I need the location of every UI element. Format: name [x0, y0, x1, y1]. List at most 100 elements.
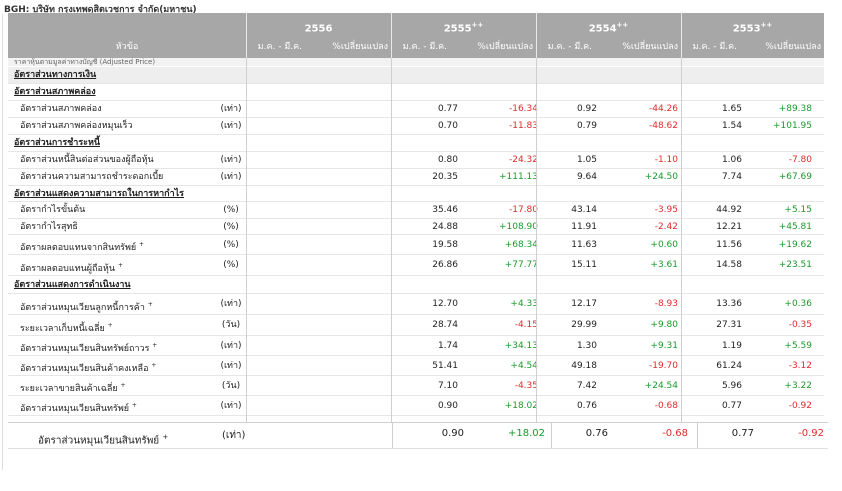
table-row: อัตราผลตอบแทนผู้ถือหุ้น + (%) 26.86 +77.77 1… [8, 255, 824, 276]
column-divider [697, 423, 698, 449]
change-cell: +18.02 [504, 401, 538, 411]
table-row: อัตราผลตอบแทนจากสินทรัพย์ + (%) 19.58 +68.3… [8, 235, 824, 255]
column-divider [392, 423, 393, 449]
change-cell: -2.42 [654, 222, 678, 232]
zoomed-row: อัตราส่วนหมุนเวียนสินทรัพย์ + (เท่า) 0.9… [8, 422, 828, 449]
zoomed-row-label: อัตราส่วนหมุนเวียนสินทรัพย์ + [38, 433, 169, 447]
table-row: อัตราส่วนหมุนเวียนสินทรัพย์ถาวร + (เท่า) 1… [8, 336, 824, 356]
value-cell: 12.21 [716, 222, 742, 232]
value-cell: 13.36 [716, 299, 742, 309]
value-cell: 7.42 [576, 381, 597, 391]
change-cell: +45.81 [778, 222, 812, 232]
value-cell: 7.74 [721, 172, 742, 182]
table-row: อัตราส่วนสภาพคล่องหมุนเร็ว (เท่า) 0.70 -11.… [8, 118, 824, 135]
zoomed-value-2554: 0.76 [585, 428, 608, 439]
zoomed-change-2555: +18.02 [507, 428, 545, 439]
table-header: หัวข้อ 2556 2555++ 2554++ 2553++ ม.ค. - … [8, 13, 824, 58]
row-label: อัตราส่วนความสามารถชำระดอกเบี้ย [20, 172, 164, 182]
table-row: อัตราส่วนหมุนเวียนลูกหนี้การค้า + (เท่า) 1… [8, 294, 824, 315]
row-label: อัตรากำไรสุทธิ [20, 222, 78, 232]
value-cell: 1.19 [721, 341, 742, 351]
change-cell: +19.62 [778, 240, 812, 250]
row-label: ระยะเวลาเก็บหนี้เฉลี่ย + [20, 322, 113, 334]
row-unit: (เท่า) [220, 104, 242, 114]
change-cell: +77.77 [504, 260, 538, 270]
row-label: อัตราส่วนสภาพคล่อง [20, 104, 102, 114]
value-cell: 7.10 [437, 381, 458, 391]
table-row: อัตรากำไรขั้นต้น (%) 35.46 -17.80 43.14 -3.95… [8, 202, 824, 219]
value-cell: 0.90 [437, 401, 458, 411]
value-cell: 1.30 [576, 341, 597, 351]
change-cell: +5.15 [784, 205, 812, 215]
value-cell: 19.58 [432, 240, 458, 250]
row-label: อัตราส่วนหมุนเวียนลูกหนี้การค้า + [20, 301, 153, 313]
row-label: อัตราส่วนสภาพคล่องหมุนเร็ว [20, 121, 133, 131]
column-divider [536, 58, 537, 422]
column-divider [246, 58, 247, 422]
row-label: อัตราส่วนทางการเงิน [14, 70, 97, 80]
row-unit: (เท่า) [220, 299, 242, 309]
table-row: อัตราส่วนหมุนเวียนสินทรัพย์ + (เท่า) 0.90 +… [8, 396, 824, 416]
section-header-row: อัตราส่วนทางการเงิน [8, 67, 824, 84]
change-cell: +101.95 [772, 121, 812, 131]
value-cell: 26.86 [432, 260, 458, 270]
value-cell: 28.74 [432, 320, 458, 330]
change-cell: -4.15 [514, 320, 538, 330]
value-cell: 20.35 [432, 172, 458, 182]
change-cell: -44.26 [648, 104, 678, 114]
row-label: ระยะเวลาขายสินค้าเฉลี่ย + [20, 382, 126, 394]
header-year-2554: 2554++ [588, 21, 629, 35]
group-header-row: อัตราส่วนสภาพคล่อง [8, 84, 824, 101]
header-year-2556: 2556 [304, 23, 333, 35]
row-unit: (เท่า) [220, 401, 242, 411]
zoomed-value-2555: 0.90 [441, 428, 464, 439]
row-unit: (เท่า) [220, 121, 242, 131]
row-label: อัตราส่วนแสดงความสามารถในการหากำไร [14, 189, 184, 199]
change-cell: -24.32 [508, 155, 538, 165]
change-cell: -19.70 [648, 361, 678, 371]
header-period-2554: ม.ค. - มี.ค. [547, 42, 592, 52]
value-cell: 12.70 [432, 299, 458, 309]
row-label: อัตราส่วนการชำระหนี้ [14, 138, 101, 148]
group-header-row: อัตราส่วนแสดงความสามารถในการหากำไร [8, 186, 824, 202]
change-cell: -48.62 [648, 121, 678, 131]
value-cell: 0.70 [437, 121, 458, 131]
change-cell: +9.80 [650, 320, 678, 330]
header-change-2556: %เปลี่ยนแปลง [332, 42, 388, 52]
value-cell: 1.06 [721, 155, 742, 165]
value-cell: 1.74 [437, 341, 458, 351]
change-cell: -3.12 [788, 361, 812, 371]
value-cell: 11.56 [716, 240, 742, 250]
change-cell: -3.95 [654, 205, 678, 215]
value-cell: 0.77 [437, 104, 458, 114]
row-label: อัตราส่วนหมุนเวียนสินทรัพย์ถาวร + [20, 342, 158, 354]
change-cell: -0.92 [788, 401, 812, 411]
change-cell: +3.61 [650, 260, 678, 270]
header-divider [391, 13, 392, 58]
row-label: อัตราผลตอบแทนจากสินทรัพย์ + [20, 241, 145, 253]
zoomed-change-2553: -0.92 [798, 428, 824, 439]
change-cell: -11.83 [508, 121, 538, 131]
value-cell: 44.92 [716, 205, 742, 215]
header-period-2553: ม.ค. - มี.ค. [692, 42, 737, 52]
value-cell: 51.41 [432, 361, 458, 371]
value-cell: 0.77 [721, 401, 742, 411]
header-year-2555: 2555++ [443, 21, 484, 35]
zoomed-value-2553: 0.77 [731, 428, 754, 439]
row-unit: (%) [223, 205, 239, 215]
bottom-divider [8, 448, 828, 449]
value-cell: 5.96 [721, 381, 742, 391]
value-cell: 14.58 [716, 260, 742, 270]
value-cell: 49.18 [571, 361, 597, 371]
change-cell: +0.36 [784, 299, 812, 309]
row-unit: (เท่า) [220, 341, 242, 351]
change-cell: +67.69 [778, 172, 812, 182]
group-header-row: อัตราส่วนแสดงการดำเนินงาน [8, 276, 824, 294]
value-cell: 35.46 [432, 205, 458, 215]
change-cell: +3.22 [784, 381, 812, 391]
row-label: อัตรากำไรขั้นต้น [20, 205, 86, 215]
change-cell: +111.13 [498, 172, 538, 182]
row-label: อัตราส่วนหมุนเวียนสินค้าคงเหลือ + [20, 362, 157, 374]
cut-off-row: ราคาหุ้นตามมูลค่าทางบัญชี (Adjusted Pric… [8, 58, 824, 66]
value-cell: 0.76 [576, 401, 597, 411]
